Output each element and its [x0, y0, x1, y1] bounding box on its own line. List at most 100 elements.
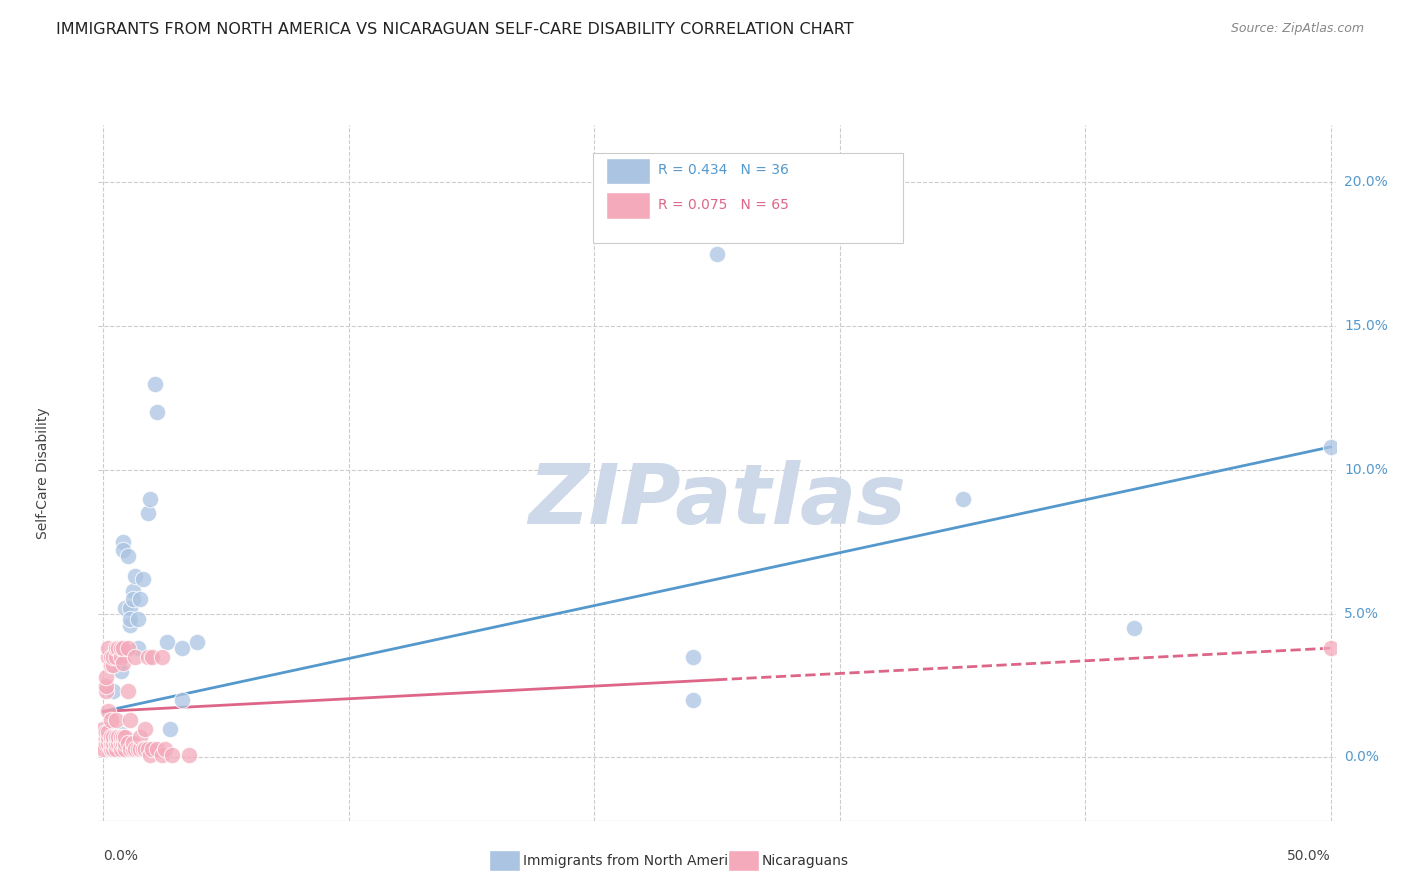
Text: Source: ZipAtlas.com: Source: ZipAtlas.com	[1230, 22, 1364, 36]
Point	[1320, 641, 1343, 656]
Text: 50.0%: 50.0%	[1286, 849, 1331, 863]
Point	[104, 731, 127, 745]
Point	[141, 741, 163, 756]
Point	[97, 736, 120, 750]
Point	[91, 731, 114, 745]
Point	[121, 592, 143, 607]
Point	[170, 641, 193, 656]
Point	[97, 736, 120, 750]
Point	[111, 543, 134, 558]
Point	[124, 649, 146, 664]
Point	[186, 635, 208, 649]
Point	[111, 731, 134, 745]
Point	[104, 649, 127, 664]
Point	[143, 376, 166, 391]
Point	[146, 741, 169, 756]
Point	[129, 741, 152, 756]
Point	[91, 736, 114, 750]
Point	[101, 658, 124, 673]
Point	[1123, 621, 1146, 635]
Point	[101, 741, 124, 756]
Point	[124, 569, 146, 583]
Point	[111, 534, 134, 549]
Point	[117, 641, 139, 656]
Point	[124, 741, 146, 756]
Point	[120, 612, 142, 626]
FancyBboxPatch shape	[606, 158, 650, 184]
Point	[107, 736, 129, 750]
Point	[131, 741, 153, 756]
Point	[110, 736, 132, 750]
Point	[114, 731, 136, 745]
Point	[94, 724, 117, 739]
Point	[139, 747, 162, 762]
Point	[127, 612, 149, 626]
Text: IMMIGRANTS FROM NORTH AMERICA VS NICARAGUAN SELF-CARE DISABILITY CORRELATION CHA: IMMIGRANTS FROM NORTH AMERICA VS NICARAG…	[56, 22, 853, 37]
Text: Self-Care Disability: Self-Care Disability	[35, 407, 49, 539]
Point	[121, 736, 143, 750]
Point	[952, 491, 974, 506]
Point	[141, 649, 163, 664]
Point	[129, 731, 152, 745]
Point	[94, 684, 117, 698]
Point	[117, 549, 139, 563]
Point	[100, 741, 122, 756]
Point	[107, 731, 129, 745]
Text: 10.0%: 10.0%	[1344, 463, 1388, 477]
Point	[104, 741, 127, 756]
Point	[117, 736, 139, 750]
Point	[110, 641, 132, 656]
Point	[97, 731, 120, 745]
Point	[136, 649, 159, 664]
Text: ZIPatlas: ZIPatlas	[529, 460, 905, 541]
Point	[114, 741, 136, 756]
Point	[101, 731, 124, 745]
Point	[104, 649, 127, 664]
Point	[101, 649, 124, 664]
Point	[104, 641, 127, 656]
Point	[94, 670, 117, 684]
Point	[97, 724, 120, 739]
Point	[134, 722, 156, 736]
Point	[101, 684, 124, 698]
Point	[111, 641, 134, 656]
Text: 5.0%: 5.0%	[1344, 607, 1379, 621]
Point	[159, 722, 181, 736]
Point	[121, 741, 143, 756]
Point	[94, 736, 117, 750]
Point	[1320, 440, 1343, 454]
Point	[120, 618, 142, 632]
Point	[179, 747, 201, 762]
Point	[682, 693, 704, 707]
Point	[97, 705, 120, 719]
Point	[94, 736, 117, 750]
Point	[114, 736, 136, 750]
Point	[100, 731, 122, 745]
Text: Nicaraguans: Nicaraguans	[762, 854, 849, 868]
Point	[120, 713, 142, 727]
Point	[110, 731, 132, 745]
Point	[146, 405, 169, 419]
Point	[127, 741, 149, 756]
Point	[107, 641, 129, 656]
Point	[110, 649, 132, 664]
Point	[100, 658, 122, 673]
Point	[101, 736, 124, 750]
Point	[101, 736, 124, 750]
Point	[97, 641, 120, 656]
Point	[150, 649, 173, 664]
Point	[153, 741, 176, 756]
Point	[120, 741, 142, 756]
FancyBboxPatch shape	[606, 193, 650, 219]
FancyBboxPatch shape	[593, 153, 903, 244]
Point	[134, 741, 156, 756]
Text: 15.0%: 15.0%	[1344, 319, 1388, 333]
Point	[107, 656, 129, 670]
Point	[104, 644, 127, 658]
Point	[160, 747, 183, 762]
Point	[91, 741, 114, 756]
Point	[100, 713, 122, 727]
Point	[139, 491, 162, 506]
Text: Immigrants from North America: Immigrants from North America	[523, 854, 744, 868]
Point	[100, 741, 122, 756]
